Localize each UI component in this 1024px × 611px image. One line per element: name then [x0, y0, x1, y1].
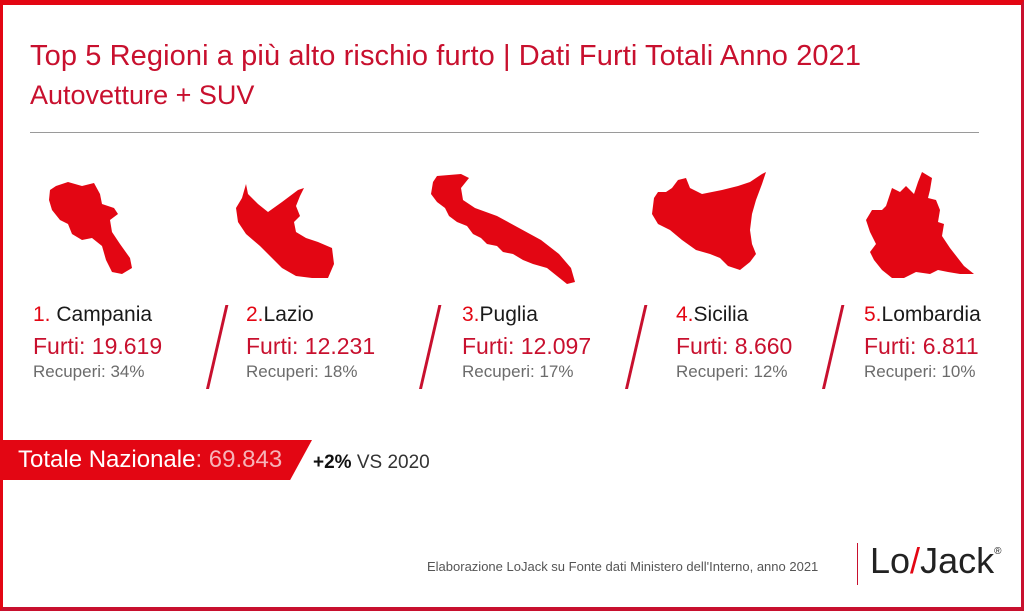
page-subtitle: Autovetture + SUV [30, 80, 255, 110]
footer-divider [857, 543, 858, 585]
region-furti: Furti: 12.097 [462, 333, 592, 359]
region-recuperi: Recuperi: 12% [676, 362, 788, 381]
header-divider [30, 132, 979, 133]
region-recuperi: Recuperi: 10% [864, 362, 976, 381]
total-label: Totale Nazionale: 69.843 [18, 446, 283, 473]
region-name: 4.Sicilia [676, 303, 749, 326]
region-item-sicilia: 4.Sicilia Furti: 8.660 Recuperi: 12% [676, 302, 792, 383]
region-item-puglia: 3.Puglia Furti: 12.097 Recuperi: 17% [462, 302, 591, 383]
region-name: 2.Lazio [246, 303, 314, 326]
page-title: Top 5 Regioni a più alto rischio furto |… [30, 40, 862, 72]
total-banner [0, 440, 312, 480]
region-furti: Furti: 6.811 [864, 333, 979, 359]
region-recuperi: Recuperi: 18% [246, 362, 358, 381]
source-note: Elaborazione LoJack su Fonte dati Minist… [427, 559, 819, 574]
region-item-lombardia: 5.Lombardia Furti: 6.811 Recuperi: 10% [864, 302, 981, 383]
region-furti: Furti: 19.619 [33, 333, 163, 359]
lojack-logo: Lo/Jack® [870, 540, 1002, 581]
region-item-campania: 1. Campania Furti: 19.619 Recuperi: 34% [33, 302, 162, 383]
region-name: 1. Campania [33, 303, 153, 326]
total-delta: +2% VS 2020 [313, 452, 430, 473]
lombardia-map-icon [860, 170, 978, 280]
campania-map-icon [46, 180, 136, 275]
region-furti: Furti: 8.660 [676, 333, 793, 359]
puglia-map-icon [427, 172, 579, 284]
region-recuperi: Recuperi: 17% [462, 362, 574, 381]
sicilia-map-icon [650, 172, 772, 272]
total-value: 69.843 [202, 446, 283, 473]
region-name: 3.Puglia [462, 303, 538, 326]
region-recuperi: Recuperi: 34% [33, 362, 145, 381]
region-furti: Furti: 12.231 [246, 333, 376, 359]
region-name: 5.Lombardia [864, 303, 981, 326]
lazio-map-icon [234, 182, 338, 280]
region-item-lazio: 2.Lazio Furti: 12.231 Recuperi: 18% [246, 302, 375, 383]
